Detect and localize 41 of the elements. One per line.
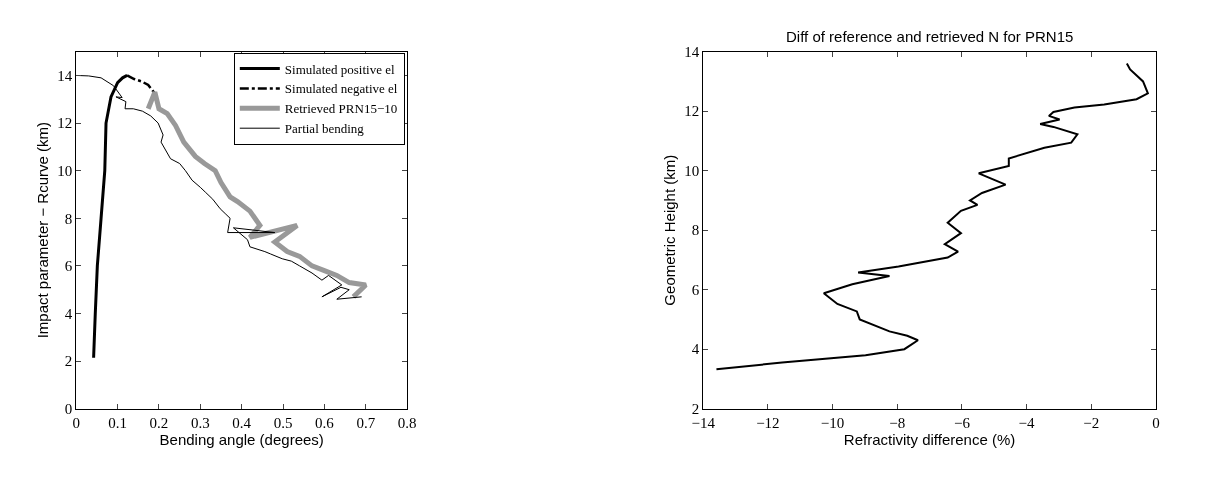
x-tick-label: −2 [1083, 414, 1100, 431]
y-tick-label: 12 [57, 115, 73, 132]
legend-label: Simulated negative el [284, 81, 398, 97]
x-tick-label: −12 [756, 414, 780, 431]
y-tick-label: 10 [57, 162, 73, 179]
x-tick-label: 0 [1152, 414, 1160, 431]
y-tick-label: 8 [64, 210, 73, 227]
x-tick-label: −8 [889, 414, 906, 431]
legend-label: Partial bending [284, 121, 365, 137]
x-tick-label: −4 [1018, 414, 1036, 431]
y-axis-title: Impact parameter − Rcurve (km) [34, 122, 52, 339]
line-series [715, 62, 1149, 371]
legend-label: Simulated positive el [284, 61, 395, 77]
x-tick-label: 0.1 [108, 414, 127, 431]
y-tick-label: 0 [64, 400, 73, 417]
x-tick-label: 0.4 [232, 414, 252, 431]
x-tick-label: 0.2 [149, 414, 169, 431]
y-tick-label: 10 [684, 162, 700, 179]
y-tick-label: 6 [64, 258, 73, 275]
y-tick-label: 4 [691, 341, 700, 358]
y-tick-label: 8 [691, 222, 700, 239]
x-tick-label: −6 [953, 414, 971, 431]
x-tick-label: −10 [820, 414, 845, 431]
x-tick-label: 0.7 [356, 414, 376, 431]
x-tick-label: 0.5 [273, 414, 293, 431]
chart-title: Diff of reference and retrieved N for PRN15 [786, 28, 1074, 45]
y-tick-label: 14 [684, 43, 700, 60]
x-tick-label: 0.6 [315, 414, 335, 431]
legend-label: Retrieved PRN15−10 [284, 101, 398, 117]
y-tick-label: 14 [57, 67, 73, 84]
y-axis-title: Geometric Height (km) [661, 154, 679, 306]
x-axis-title: Refractivity difference (%) [843, 430, 1016, 448]
y-tick-label: 2 [691, 400, 700, 417]
y-tick-label: 4 [64, 305, 73, 322]
x-tick-label: 0.8 [397, 414, 417, 431]
x-axis-title: Bending angle (degrees) [159, 430, 324, 448]
y-tick-label: 6 [691, 281, 700, 298]
y-tick-label: 2 [64, 353, 73, 370]
x-tick-label: 0.3 [190, 414, 210, 431]
y-tick-label: 12 [684, 103, 700, 120]
x-tick-label: −14 [691, 414, 716, 431]
